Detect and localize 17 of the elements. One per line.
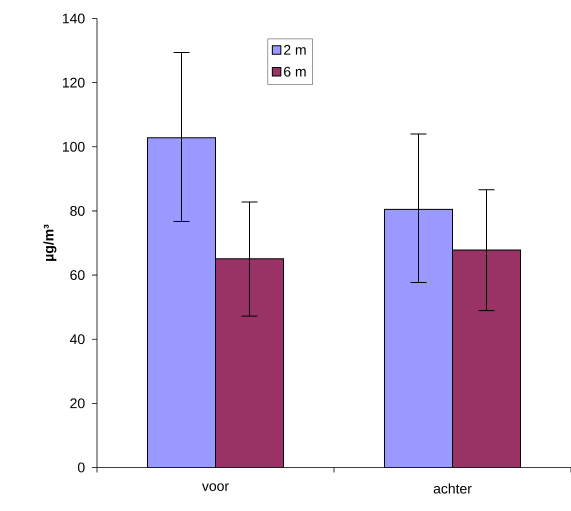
bar xyxy=(452,250,522,468)
legend-label: 6 m xyxy=(284,66,306,77)
legend-label: 2 m xyxy=(284,44,306,55)
y-tick-label: 80 xyxy=(70,206,85,216)
y-tick-label: 0 xyxy=(78,462,85,472)
y-tick-label: 120 xyxy=(62,78,85,88)
x-tick-label: achter xyxy=(434,483,472,494)
x-tick-label: voor xyxy=(202,483,229,491)
y-axis-title: µg/m³ xyxy=(43,224,56,261)
y-tick-label: 140 xyxy=(62,14,85,24)
bar xyxy=(146,137,216,468)
y-tick-label: 100 xyxy=(62,142,85,152)
y-tick-label: 20 xyxy=(70,398,85,408)
bar xyxy=(215,258,284,468)
y-tick-label: 60 xyxy=(70,270,85,280)
y-tick-label: 40 xyxy=(70,334,85,344)
bar xyxy=(384,208,454,468)
